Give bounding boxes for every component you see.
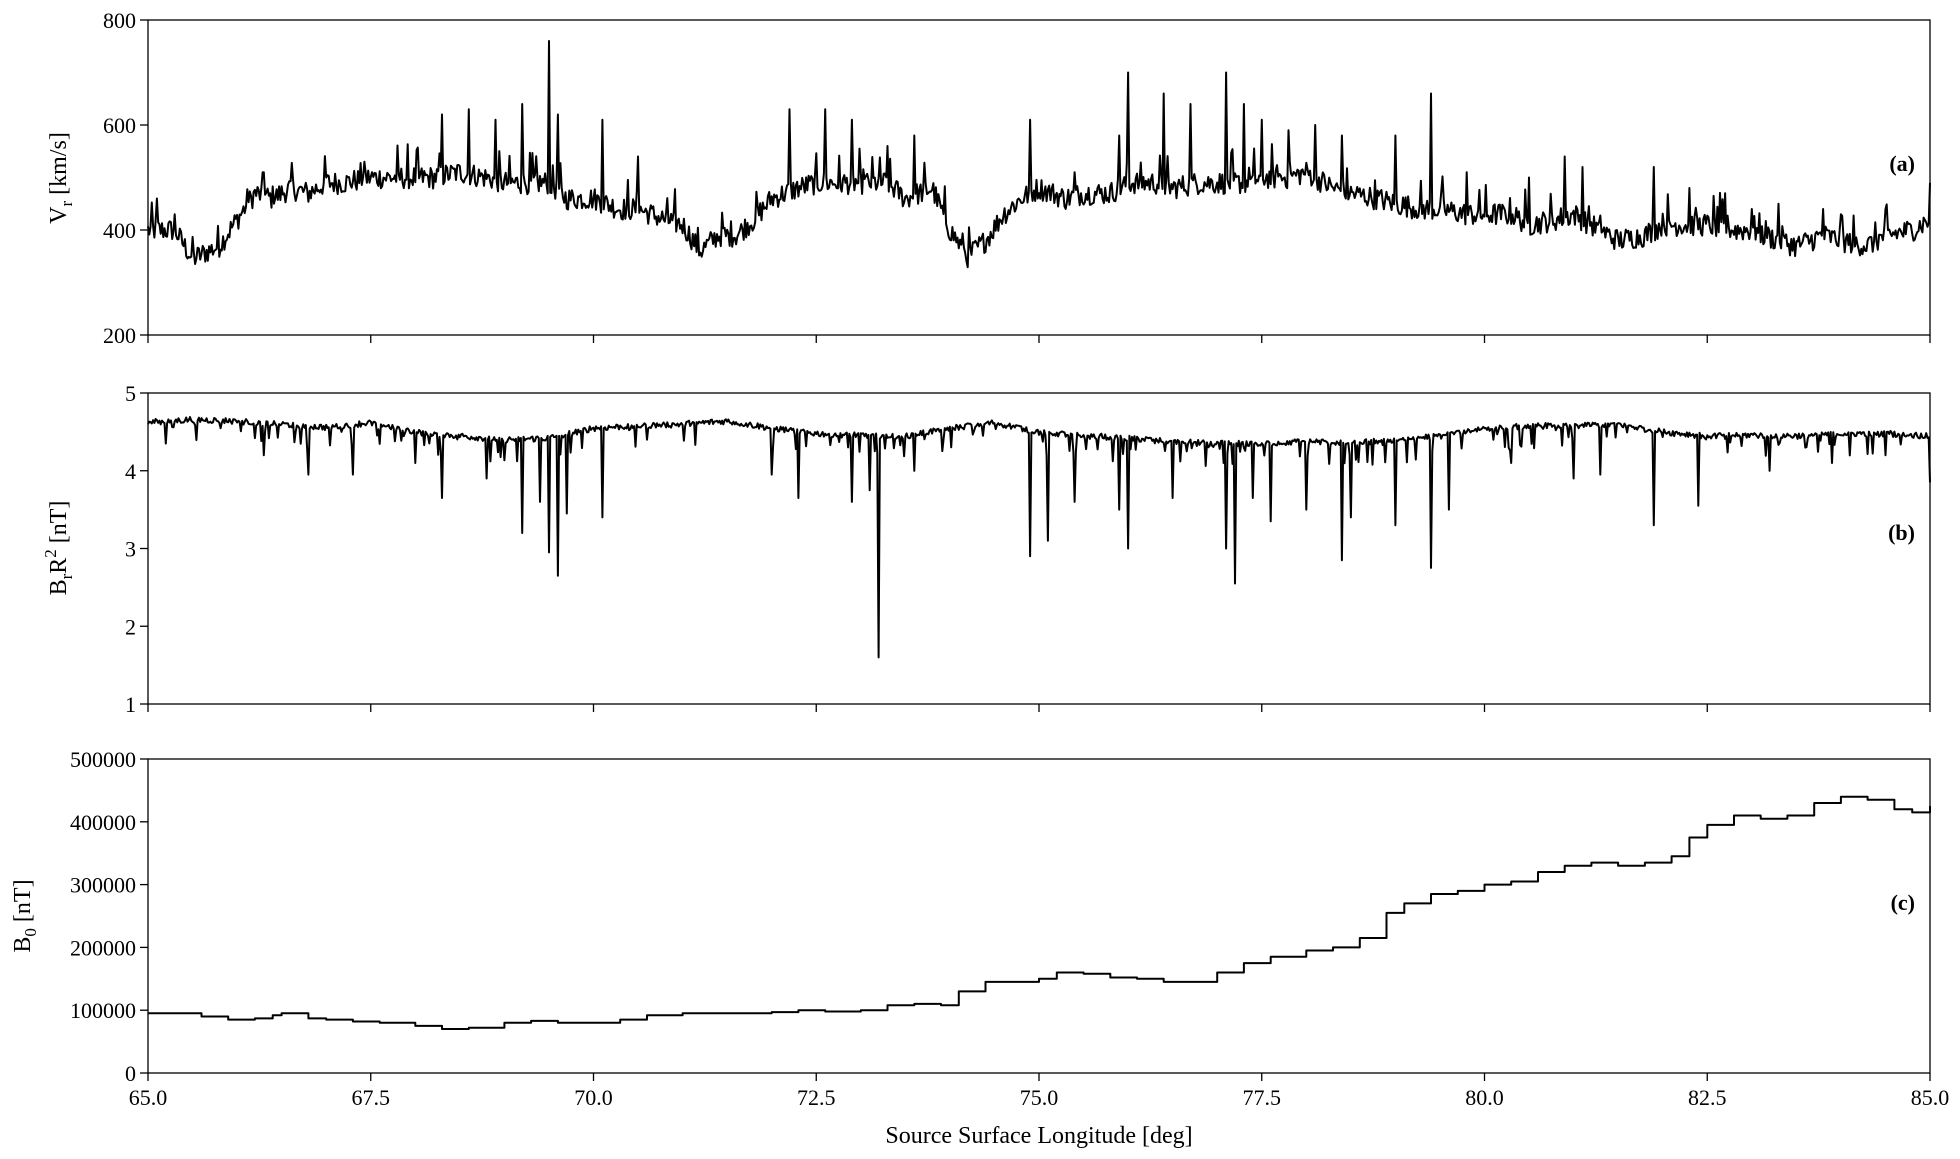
panel-a-y-ticks: 200 400 600 800 (103, 8, 148, 348)
panel-a-tag: (a) (1889, 151, 1915, 176)
panel-c: 0 100000 200000 300000 400000 500000 65.0 67.5… (10, 747, 1949, 1149)
y-tick-label: 2 (125, 614, 136, 639)
panel-a-y-axis-label: Vr [km/s] (46, 132, 76, 224)
panel-c-ylabel-sub: 0 (21, 928, 40, 937)
panel-a-velocity-series (147, 40, 1931, 269)
panel-b-y-ticks: 1 2 3 4 5 (125, 381, 148, 717)
y-tick-label: 1 (125, 692, 136, 717)
panel-b-ylabel-rest: [nT] (46, 501, 72, 550)
panel-a-ylabel-sub: r (57, 201, 76, 207)
panel-c-x-ticks: 65.0 67.5 70.0 72.5 75.0 77.5 80.0 82.5 85.0 (129, 1073, 1950, 1110)
y-tick-label: 800 (103, 8, 136, 33)
y-tick-label: 5 (125, 381, 136, 406)
panel-a-x-ticks (147, 335, 1931, 343)
panel-a-ylabel-rest: [km/s] (46, 132, 72, 201)
x-tick-label: 77.5 (1243, 1085, 1282, 1110)
panel-b-ylabel-sub: r (57, 573, 76, 579)
x-tick-label: 80.0 (1465, 1085, 1504, 1110)
panel-b-ylabel-sup: 2 (41, 549, 60, 558)
y-tick-label: 300000 (70, 873, 136, 898)
x-tick-label: 85.0 (1911, 1085, 1950, 1110)
y-tick-label: 0 (125, 1061, 136, 1086)
y-tick-label: 3 (125, 537, 136, 562)
panel-c-ylabel-rest: [nT] (10, 879, 36, 928)
panel-c-y-ticks: 0 100000 200000 300000 400000 500000 (70, 747, 148, 1086)
panel-a-ylabel-main: V (46, 206, 72, 224)
panel-a: 200 400 600 800 (a) Vr [km/s] (46, 8, 1931, 348)
x-tick-label: 82.5 (1688, 1085, 1727, 1110)
panel-b-br-r2-series (147, 416, 1931, 659)
y-tick-label: 500000 (70, 747, 136, 772)
panel-c-y-axis-label: B0 [nT] (10, 879, 40, 952)
y-tick-label: 200000 (70, 935, 136, 960)
x-tick-label: 70.0 (574, 1085, 613, 1110)
panel-c-b0-series (148, 795, 1931, 1030)
x-tick-label: 75.0 (1020, 1085, 1059, 1110)
x-tick-label: 67.5 (352, 1085, 391, 1110)
panel-c-ylabel-main: B (10, 937, 36, 953)
panel-b-ylabel-main: B (46, 579, 72, 595)
x-tick-label: 65.0 (129, 1085, 168, 1110)
x-tick-label: 72.5 (797, 1085, 836, 1110)
y-tick-label: 200 (103, 323, 136, 348)
panel-c-tag: (c) (1891, 890, 1915, 915)
panel-b-ylabel-mid: R (46, 558, 72, 574)
panel-b-x-ticks (147, 704, 1931, 712)
y-tick-label: 400 (103, 218, 136, 243)
y-tick-label: 600 (103, 113, 136, 138)
y-tick-label: 400000 (70, 810, 136, 835)
panel-b-tag: (b) (1888, 520, 1915, 545)
panel-b-y-axis-label: BrR2 [nT] (41, 501, 76, 596)
y-tick-label: 100000 (70, 998, 136, 1023)
y-tick-label: 4 (125, 459, 136, 484)
x-axis-label: Source Surface Longitude [deg] (885, 1123, 1192, 1149)
